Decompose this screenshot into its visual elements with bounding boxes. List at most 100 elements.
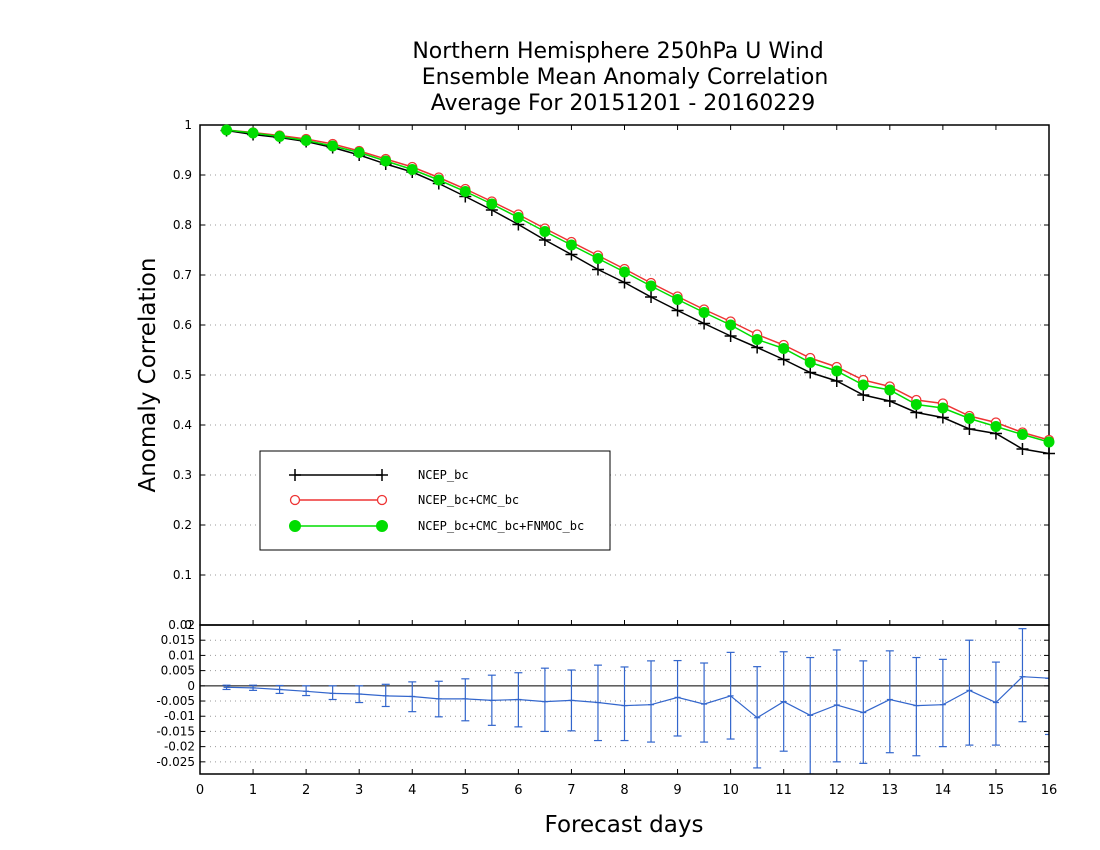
top-y-tick-label: 1 xyxy=(184,118,192,132)
series-line-ncep-bc-cmc-bc-fnmoc-bc xyxy=(226,129,1050,443)
data-point-ncep-bc xyxy=(830,375,843,387)
legend-marker-filled-circle xyxy=(289,520,301,532)
data-point-ncep-bc-cmc-bc-fnmoc-bc xyxy=(327,140,339,152)
x-axis-title: Forecast days xyxy=(545,812,704,838)
error-bar xyxy=(885,650,894,754)
error-bar xyxy=(1018,628,1027,723)
bottom-y-tick-label: -0.015 xyxy=(156,724,195,738)
top-y-tick-label: 0.3 xyxy=(173,468,192,482)
bottom-series-group xyxy=(222,628,1049,774)
data-point-ncep-bc xyxy=(777,353,790,366)
data-point-ncep-bc xyxy=(857,389,870,401)
x-tick-label: 12 xyxy=(828,783,845,798)
top-y-tick-label: 0.5 xyxy=(173,368,192,382)
data-point-ncep-bc-cmc-bc-fnmoc-bc xyxy=(221,124,233,136)
data-point-ncep-bc-cmc-bc-fnmoc-bc xyxy=(1016,429,1028,440)
top-y-tick-label: 0.9 xyxy=(173,168,192,182)
x-tick-label: 9 xyxy=(673,783,681,798)
x-tick-label: 6 xyxy=(514,783,522,798)
data-point-ncep-bc-cmc-bc-fnmoc-bc xyxy=(300,135,312,146)
x-tick-label: 14 xyxy=(935,783,952,798)
x-tick-label: 3 xyxy=(355,783,363,798)
error-bar xyxy=(991,661,1000,746)
data-point-ncep-bc-cmc-bc-fnmoc-bc xyxy=(1043,436,1055,448)
data-point-ncep-bc xyxy=(883,395,896,407)
bottom-y-tick-label: 0.015 xyxy=(161,633,195,647)
x-tick-label: 16 xyxy=(1041,783,1058,798)
chart-title-line-1: Northern Hemisphere 250hPa U Wind xyxy=(412,39,823,64)
legend-label-ncep-bc: NCEP_bc xyxy=(418,468,469,482)
data-point-ncep-bc-cmc-bc-fnmoc-bc xyxy=(698,307,710,318)
legend-label-ncep-cmc: NCEP_bc+CMC_bc xyxy=(418,493,519,507)
data-point-ncep-bc-cmc-bc-fnmoc-bc xyxy=(406,164,418,175)
top-y-tick-label: 0.1 xyxy=(173,568,192,582)
bottom-y-tick-label: -0.005 xyxy=(156,694,195,708)
data-point-ncep-bc xyxy=(591,263,604,276)
error-bar xyxy=(540,667,549,733)
legend-marker-open-circle xyxy=(376,494,388,506)
data-point-ncep-bc-cmc-bc-fnmoc-bc xyxy=(645,280,657,292)
bottom-y-tick-label: -0.02 xyxy=(164,740,195,754)
legend-label-ncep-cmc-fnmoc: NCEP_bc+CMC_bc+FNMOC_bc xyxy=(418,519,584,533)
legend-marker-filled-circle xyxy=(376,520,388,532)
x-tick-label: 13 xyxy=(882,783,899,798)
data-point-ncep-bc xyxy=(1016,443,1029,455)
x-tick-label: 0 xyxy=(196,783,204,798)
data-point-ncep-bc-cmc-bc-fnmoc-bc xyxy=(380,155,392,167)
data-point-ncep-bc xyxy=(671,304,684,317)
data-point-ncep-bc-cmc-bc-fnmoc-bc xyxy=(459,186,471,197)
top-y-tick-label: 0 xyxy=(184,618,192,632)
x-tick-label: 8 xyxy=(620,783,628,798)
data-point-ncep-bc-cmc-bc-fnmoc-bc xyxy=(274,131,286,142)
series-line-ncep-bc-cmc-bc xyxy=(226,129,1050,441)
data-point-ncep-bc-cmc-bc-fnmoc-bc xyxy=(353,147,365,158)
legend-item-ncep-bc: NCEP_bc xyxy=(289,468,469,482)
data-point-ncep-bc-cmc-bc-fnmoc-bc xyxy=(247,127,259,139)
data-point-ncep-bc-cmc-bc-fnmoc-bc xyxy=(857,379,869,391)
top-y-tick-label: 0.6 xyxy=(173,318,192,332)
data-point-ncep-bc xyxy=(645,291,658,303)
x-tick-label: 10 xyxy=(722,783,739,798)
legend-marker-open-circle xyxy=(289,494,301,506)
data-point-ncep-bc-cmc-bc-fnmoc-bc xyxy=(751,334,763,345)
bottom-y-tick-label: 0 xyxy=(187,679,195,693)
bottom-y-tick-label: 0.005 xyxy=(161,664,195,678)
data-point-ncep-bc-cmc-bc-fnmoc-bc xyxy=(937,402,949,414)
data-point-ncep-bc-cmc-bc-fnmoc-bc xyxy=(592,253,604,264)
x-tick-label: 15 xyxy=(988,783,1005,798)
error-bar xyxy=(461,678,470,722)
error-bar xyxy=(328,685,337,701)
legend-item-ncep-cmc: NCEP_bc+CMC_bc xyxy=(289,493,519,507)
x-tick-label: 5 xyxy=(461,783,469,798)
error-bar xyxy=(938,658,947,748)
data-point-ncep-bc-cmc-bc-fnmoc-bc xyxy=(619,266,630,278)
data-point-ncep-bc-cmc-bc-fnmoc-bc xyxy=(565,239,577,251)
top-y-tick-label: 0.7 xyxy=(173,268,192,282)
chart-title-line-3: Average For 20151201 - 20160229 xyxy=(431,91,816,116)
data-point-ncep-bc-cmc-bc-fnmoc-bc xyxy=(831,365,843,377)
top-y-tick-label: 0.2 xyxy=(173,518,192,532)
difference-line xyxy=(226,676,1049,719)
x-tick-label: 11 xyxy=(775,783,792,798)
data-point-ncep-bc-cmc-bc-fnmoc-bc xyxy=(539,226,551,237)
error-bar xyxy=(673,659,682,737)
top-panel: 0 0.1 0.2 0.3 0.4 0.5 0.6 0.7 0.8 0.9 1 xyxy=(173,118,1055,632)
legend: NCEP_bc NCEP_bc+CMC_bc NCEP_bc+CMC_bc+FN… xyxy=(259,450,611,551)
bottom-panel: -0.025-0.02-0.015-0.01-0.00500.0050.010.… xyxy=(156,618,1057,798)
data-point-ncep-bc-cmc-bc-fnmoc-bc xyxy=(884,384,896,396)
bottom-y-tick-label: 0.01 xyxy=(168,648,195,662)
error-bar xyxy=(832,649,841,763)
data-point-ncep-bc-cmc-bc-fnmoc-bc xyxy=(778,343,790,354)
data-point-ncep-bc xyxy=(618,276,631,289)
error-bar xyxy=(647,660,656,743)
data-point-ncep-bc xyxy=(963,423,976,435)
data-point-ncep-bc xyxy=(724,330,737,342)
chart-title-line-2: Ensemble Mean Anomaly Correlation xyxy=(422,65,829,90)
bottom-y-tick-label: 0.02 xyxy=(168,618,195,632)
data-point-ncep-bc-cmc-bc-fnmoc-bc xyxy=(963,413,975,424)
top-y-tick-label: 0.4 xyxy=(173,418,192,432)
error-bar xyxy=(912,656,921,757)
x-tick-label: 2 xyxy=(302,783,310,798)
